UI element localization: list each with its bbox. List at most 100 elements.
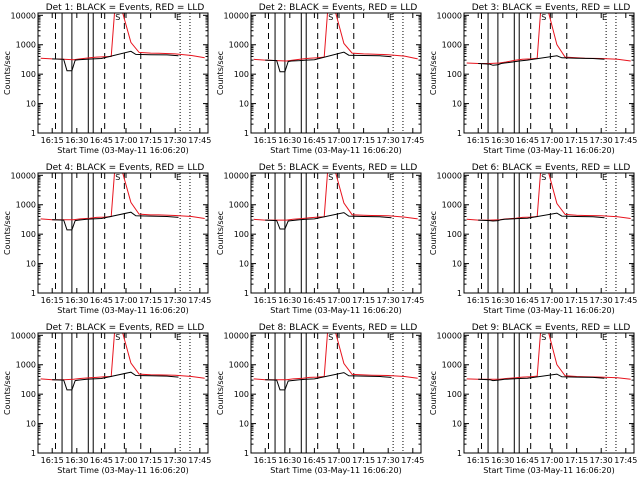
end-marker-label: E bbox=[389, 13, 394, 22]
x-tick-label: 17:30 bbox=[377, 456, 400, 465]
lld-trace bbox=[253, 333, 418, 381]
y-axis-label: Counts/sec bbox=[429, 51, 438, 95]
x-tick-label: 16:45 bbox=[90, 136, 113, 145]
plot-frame bbox=[37, 332, 209, 454]
x-tick-label: 17:45 bbox=[188, 296, 211, 305]
y-tick-label: 1 bbox=[244, 449, 249, 458]
plot-frame bbox=[463, 332, 635, 454]
start-marker-label: S bbox=[328, 173, 333, 182]
x-tick-label: 16:15 bbox=[467, 136, 490, 145]
y-tick-label: 1000 bbox=[442, 41, 462, 50]
event-markers bbox=[54, 13, 191, 133]
x-tick-label: 17:15 bbox=[139, 456, 162, 465]
x-tick-label: 17:45 bbox=[614, 456, 637, 465]
x-tick-label: 17:45 bbox=[401, 456, 424, 465]
start-marker-label: S bbox=[115, 13, 120, 22]
x-tick-label: 16:30 bbox=[491, 296, 514, 305]
panel-title: Det 3: BLACK = Events, RED = LLD bbox=[472, 3, 631, 13]
y-tick-label: 10 bbox=[452, 260, 462, 269]
plot-frame bbox=[250, 12, 422, 134]
x-tick-label: 16:15 bbox=[254, 296, 277, 305]
x-axis-label: Start Time (03-May-11 16:06:20) bbox=[483, 306, 614, 315]
x-tick-label: 16:45 bbox=[516, 296, 539, 305]
y-tick-label: 10000 bbox=[437, 171, 462, 180]
y-tick-label: 100 bbox=[21, 230, 36, 239]
y-tick-label: 1 bbox=[244, 129, 249, 138]
x-tick-label: 17:45 bbox=[401, 296, 424, 305]
y-axis-label: Counts/sec bbox=[429, 371, 438, 415]
y-tick-label: 10000 bbox=[224, 331, 249, 340]
y-axis-label: Counts/sec bbox=[429, 211, 438, 255]
lld-trace bbox=[466, 173, 631, 221]
lld-trace bbox=[40, 333, 205, 381]
x-tick-label: 17:15 bbox=[352, 136, 375, 145]
events-trace bbox=[265, 51, 392, 73]
x-tick-label: 17:15 bbox=[565, 136, 588, 145]
event-markers bbox=[267, 173, 404, 293]
x-tick-label: 17:30 bbox=[377, 136, 400, 145]
x-tick-label: 17:00 bbox=[540, 456, 563, 465]
y-tick-label: 1000 bbox=[442, 201, 462, 210]
panel-title: Det 5: BLACK = Events, RED = LLD bbox=[259, 163, 418, 173]
x-tick-label: 17:00 bbox=[327, 456, 350, 465]
y-tick-label: 100 bbox=[447, 390, 462, 399]
y-tick-label: 100 bbox=[21, 70, 36, 79]
y-tick-label: 10 bbox=[26, 420, 36, 429]
x-tick-label: 17:00 bbox=[540, 136, 563, 145]
x-tick-label: 16:30 bbox=[278, 296, 301, 305]
x-tick-label: 16:30 bbox=[278, 456, 301, 465]
y-tick-label: 10 bbox=[452, 420, 462, 429]
x-axis-label: Start Time (03-May-11 16:06:20) bbox=[57, 466, 188, 475]
x-tick-label: 16:30 bbox=[491, 136, 514, 145]
x-tick-label: 17:00 bbox=[114, 456, 137, 465]
x-tick-label: 17:30 bbox=[590, 296, 613, 305]
x-tick-label: 16:45 bbox=[303, 456, 326, 465]
x-tick-label: 17:45 bbox=[188, 136, 211, 145]
x-tick-label: 17:15 bbox=[352, 456, 375, 465]
start-marker-label: S bbox=[115, 173, 120, 182]
panel-title: Det 8: BLACK = Events, RED = LLD bbox=[259, 323, 418, 333]
x-tick-label: 16:15 bbox=[467, 456, 490, 465]
event-markers bbox=[267, 333, 404, 453]
x-tick-label: 16:15 bbox=[254, 136, 277, 145]
y-tick-label: 10000 bbox=[224, 171, 249, 180]
x-tick-label: 16:15 bbox=[467, 296, 490, 305]
y-tick-label: 100 bbox=[234, 230, 249, 239]
event-markers bbox=[54, 173, 191, 293]
events-trace bbox=[52, 50, 179, 72]
x-tick-label: 17:30 bbox=[164, 296, 187, 305]
start-marker-label: S bbox=[541, 13, 546, 22]
x-tick-label: 16:45 bbox=[303, 296, 326, 305]
panel-title: Det 7: BLACK = Events, RED = LLD bbox=[46, 323, 205, 333]
x-tick-label: 17:30 bbox=[164, 456, 187, 465]
y-tick-label: 10000 bbox=[437, 331, 462, 340]
events-trace bbox=[52, 371, 179, 391]
x-axis-label: Start Time (03-May-11 16:06:20) bbox=[270, 146, 401, 155]
x-tick-label: 16:45 bbox=[90, 296, 113, 305]
start-marker-label: S bbox=[115, 333, 120, 342]
y-tick-label: 10000 bbox=[11, 331, 36, 340]
lld-trace bbox=[40, 13, 205, 61]
y-tick-label: 1 bbox=[457, 449, 462, 458]
event-markers bbox=[267, 13, 404, 133]
x-tick-label: 17:45 bbox=[614, 296, 637, 305]
x-tick-label: 17:15 bbox=[139, 296, 162, 305]
plot-frame bbox=[250, 332, 422, 454]
event-markers bbox=[480, 173, 617, 293]
y-tick-label: 1000 bbox=[16, 361, 36, 370]
lld-trace bbox=[40, 173, 205, 221]
x-tick-label: 16:30 bbox=[65, 456, 88, 465]
x-tick-label: 16:30 bbox=[65, 296, 88, 305]
end-marker-label: E bbox=[602, 13, 607, 22]
y-tick-label: 10 bbox=[239, 420, 249, 429]
x-tick-label: 17:45 bbox=[188, 456, 211, 465]
panel-title: Det 1: BLACK = Events, RED = LLD bbox=[46, 3, 205, 13]
y-tick-label: 10000 bbox=[11, 171, 36, 180]
x-axis-label: Start Time (03-May-11 16:06:20) bbox=[483, 466, 614, 475]
